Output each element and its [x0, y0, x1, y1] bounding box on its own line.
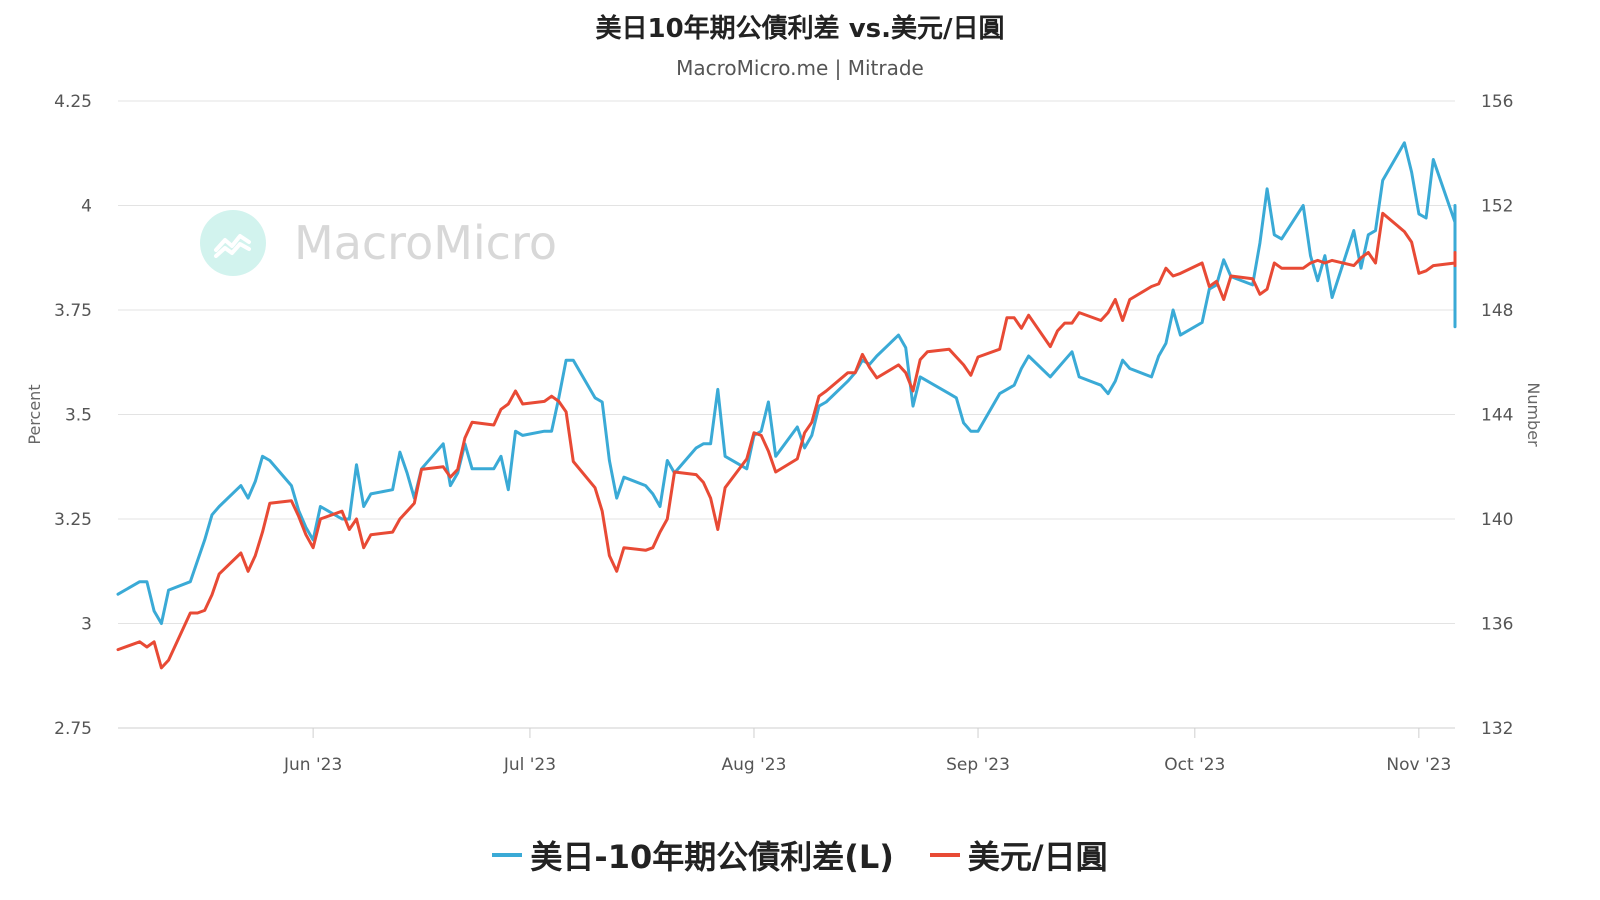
- legend-label-spread: 美日-10年期公債利差(L): [530, 838, 894, 876]
- grid-lines: [118, 100, 1455, 729]
- y-left-tick-label: 2.75: [54, 719, 92, 739]
- y-left-tick-label: 3.25: [54, 510, 92, 530]
- x-tick-label: Jun '23: [283, 755, 342, 775]
- legend-swatch-usdjpy: [929, 853, 960, 857]
- legend: 美日-10年期公債利差(L) 美元/日圓: [0, 832, 1600, 878]
- legend-item-spread[interactable]: 美日-10年期公債利差(L): [492, 832, 894, 878]
- axes: 2.75 132 3 136 3.25 140 3.5 144 3.75 148 4 152 4.25 1…: [25, 92, 1543, 775]
- y-left-tick-label: 4: [81, 197, 92, 217]
- x-tick-label: Nov '23: [1386, 755, 1451, 775]
- legend-swatch-spread: [492, 853, 523, 857]
- x-tick-label: Sep '23: [946, 755, 1010, 775]
- y-right-tick-label: 156: [1481, 92, 1513, 112]
- y-right-tick-label: 152: [1481, 197, 1513, 217]
- chart-subtitle: MacroMicro.me | Mitrade: [676, 56, 924, 80]
- legend-item-usdjpy[interactable]: 美元/日圓: [929, 832, 1108, 878]
- y-left-tick-label: 3: [81, 615, 92, 635]
- y-right-tick-label: 140: [1481, 510, 1513, 530]
- chart-title: 美日10年期公債利差 vs.美元/日圓: [595, 14, 1005, 44]
- series-line-usdjpy: [116, 211, 1457, 670]
- series-line-spread: [116, 141, 1457, 625]
- legend-label-usdjpy: 美元/日圓: [967, 838, 1108, 876]
- y-left-tick-label: 3.5: [65, 406, 92, 426]
- y-left-tick-label: 3.75: [54, 301, 92, 321]
- watermark-text: MacroMicro: [294, 216, 558, 270]
- macromicro-logo-icon: [200, 210, 266, 276]
- series-lines: [116, 141, 1457, 670]
- watermark: MacroMicro: [200, 210, 580, 276]
- x-tick-label: Oct '23: [1164, 755, 1225, 775]
- y-left-tick-label: 4.25: [54, 92, 92, 112]
- y-right-axis-title: Number: [1524, 382, 1543, 447]
- x-tick-label: Jul '23: [503, 755, 556, 775]
- y-left-axis-title: Percent: [25, 384, 44, 444]
- x-tick-label: Aug '23: [722, 755, 787, 775]
- y-right-tick-label: 144: [1481, 406, 1513, 426]
- y-right-tick-label: 148: [1481, 301, 1513, 321]
- y-right-tick-label: 132: [1481, 719, 1513, 739]
- y-right-tick-label: 136: [1481, 615, 1513, 635]
